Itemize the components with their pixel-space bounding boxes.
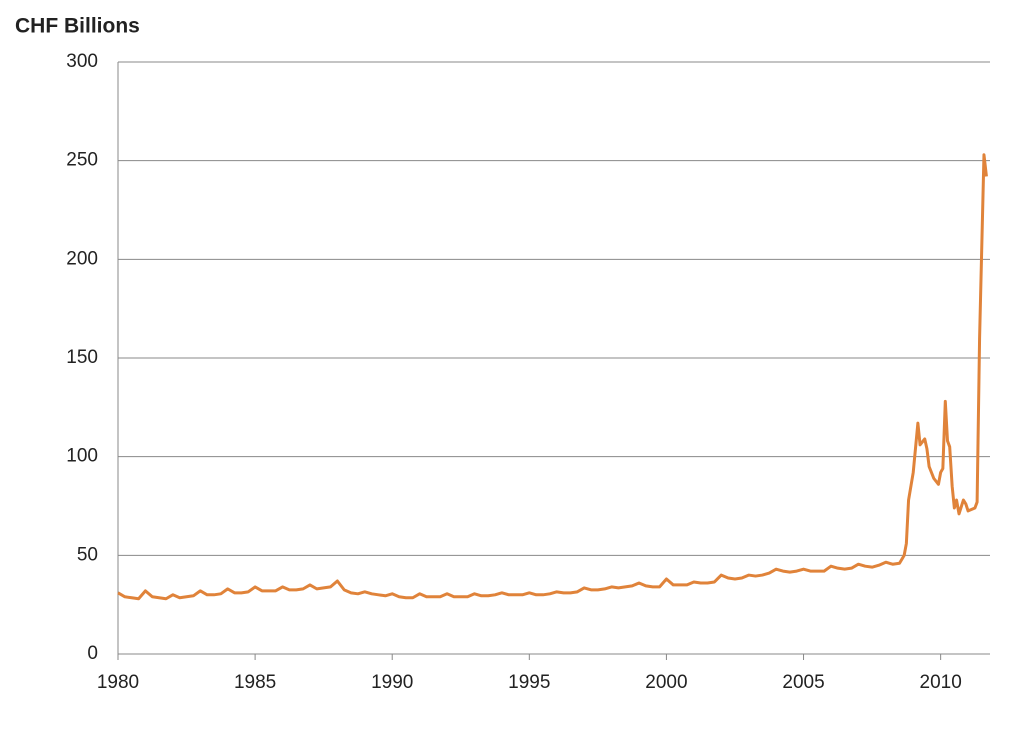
x-tick-label: 2000	[645, 672, 687, 693]
x-tick-label: 1995	[508, 672, 550, 693]
y-tick-label: 100	[66, 446, 98, 467]
y-tick-label: 0	[87, 643, 98, 664]
y-tick-label: 50	[77, 544, 98, 565]
x-tick-label: 1990	[371, 672, 413, 693]
y-tick-label: 150	[66, 347, 98, 368]
y-tick-label: 300	[66, 51, 98, 72]
x-tick-label: 2010	[920, 672, 962, 693]
x-tick-label: 1980	[97, 672, 139, 693]
data-line	[117, 153, 988, 601]
y-tick-label: 200	[66, 248, 98, 269]
y-tick-label: 250	[66, 150, 98, 171]
x-tick-label: 2005	[782, 672, 824, 693]
chart-title: CHF Billions	[15, 15, 140, 38]
x-tick-label: 1985	[234, 672, 276, 693]
